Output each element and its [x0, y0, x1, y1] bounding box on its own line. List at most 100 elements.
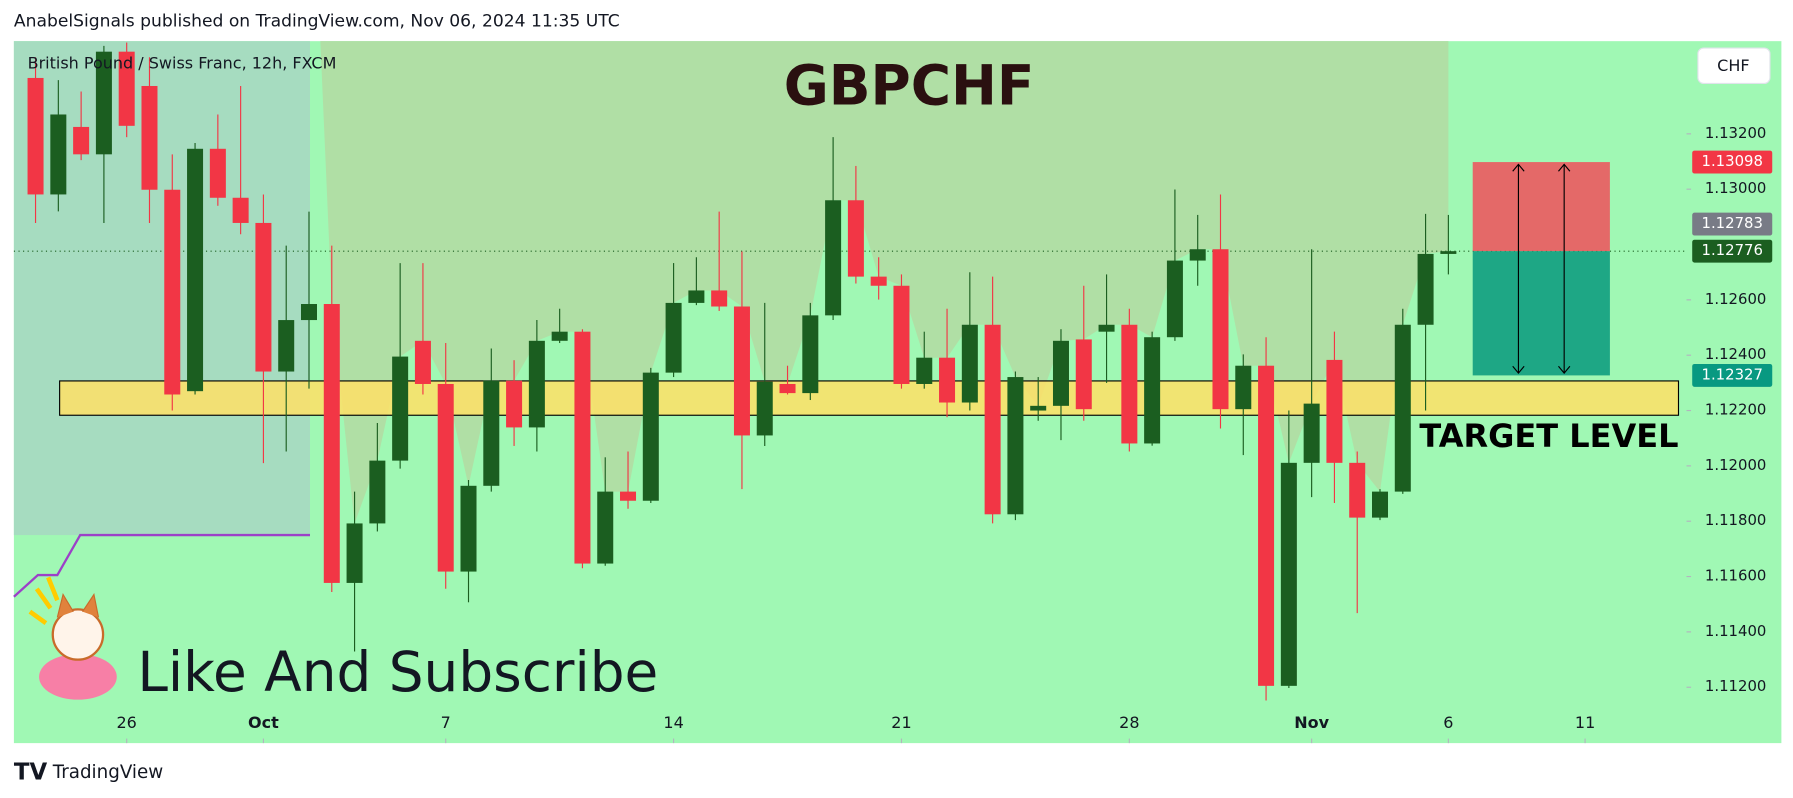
candle-body: [597, 491, 614, 564]
chart-title: GBPCHF: [784, 53, 1035, 117]
candle-body: [1189, 249, 1206, 261]
brand-logo: TV: [14, 759, 48, 785]
y-tick-label: 1.12200: [1705, 401, 1766, 419]
price-label-box: [1692, 239, 1773, 263]
mascot-sparks: [28, 576, 60, 625]
candle-body: [1417, 253, 1434, 325]
x-tick-label: 11: [1575, 713, 1595, 732]
candle-body: [232, 197, 249, 223]
candle-body: [779, 383, 796, 394]
x-tick-label: Oct: [248, 713, 279, 732]
candle-body: [73, 126, 90, 155]
x-tick-label: 6: [1443, 713, 1453, 732]
candle-body: [1052, 340, 1069, 406]
candle-body: [164, 189, 181, 395]
indicator-line: [13, 533, 311, 598]
candle-body: [1258, 365, 1275, 686]
candle-body: [300, 304, 317, 321]
candle-body: [460, 485, 477, 572]
brand: TradingView: [52, 762, 164, 783]
candle-body: [961, 324, 978, 403]
x-tick-label: 26: [117, 713, 137, 732]
zone-label: TARGET LEVEL: [1419, 417, 1678, 455]
y-tick-label: 1.13200: [1705, 124, 1766, 142]
candle-body: [893, 285, 910, 384]
candle-body: [1235, 365, 1252, 410]
candle-body: [1303, 403, 1320, 463]
candle-body: [483, 380, 500, 486]
y-tick-label: 1.11200: [1705, 677, 1766, 695]
candle-body: [323, 304, 340, 583]
candle-body: [551, 331, 568, 341]
price-label-box: [1692, 212, 1773, 236]
candle-body: [1144, 337, 1161, 444]
candle-body: [506, 380, 523, 428]
candle-body: [209, 148, 226, 198]
target-box: [1472, 251, 1610, 376]
candle-body: [118, 51, 135, 126]
mascot: [28, 576, 117, 700]
mascot-head: [51, 608, 105, 661]
candle-body: [939, 357, 956, 403]
candle-body: [756, 381, 773, 436]
y-tick-label: 1.13000: [1705, 179, 1766, 197]
y-tick-label: 1.11600: [1705, 567, 1766, 585]
candle-body: [1007, 377, 1024, 515]
candle-body: [825, 200, 842, 316]
arrow-head: [1558, 163, 1571, 375]
x-tick-label: 21: [891, 713, 911, 732]
price-label-box: [1692, 363, 1773, 387]
candle-body: [1280, 462, 1297, 686]
candle-body: [414, 340, 431, 384]
x-tick-label: 14: [663, 713, 683, 732]
price-label: 1.12783: [1702, 214, 1763, 232]
candle-body: [1212, 249, 1229, 410]
candle-body: [1030, 405, 1047, 411]
candle-body: [141, 85, 158, 190]
candle-body: [984, 324, 1001, 515]
candle-body: [1349, 462, 1366, 518]
candle-body: [1372, 491, 1389, 518]
candle-body: [733, 306, 750, 436]
candle-body: [1075, 339, 1092, 410]
candle-body: [916, 357, 933, 384]
support-zone: [59, 380, 1680, 416]
y-tick-label: 1.12600: [1705, 290, 1766, 308]
candle-body: [50, 114, 67, 195]
stop-box: [1472, 162, 1610, 252]
candle-body: [392, 356, 409, 461]
x-tick-label: Nov: [1294, 713, 1329, 732]
candle-body: [369, 460, 386, 524]
candle-body: [870, 276, 887, 286]
marks-layer: TARGET LEVEL: [13, 42, 1687, 701]
grid-layer: [126, 133, 1692, 744]
candle-body: [27, 77, 44, 195]
price-label: 1.13098: [1702, 152, 1763, 170]
candle-body: [255, 222, 272, 372]
candle-body: [1326, 359, 1343, 463]
candle-body: [1394, 324, 1411, 492]
candle-body: [278, 320, 295, 372]
y-tick-label: 1.12400: [1705, 345, 1766, 363]
candle-body: [437, 383, 454, 572]
x-tick-label: 7: [441, 713, 451, 732]
currency-label: CHF: [1717, 56, 1749, 75]
mascot-ears: [56, 593, 100, 618]
candle-body: [847, 200, 864, 277]
symbol-label: British Pound / Swiss Franc, 12h, FXCM: [28, 54, 337, 73]
candle-body: [95, 51, 112, 155]
candle-body: [1121, 324, 1138, 444]
currency-button[interactable]: [1697, 47, 1771, 85]
price-label: 1.12776: [1702, 241, 1763, 259]
candle-body: [346, 523, 363, 583]
arrow-head: [1512, 163, 1525, 375]
candle-body: [574, 331, 591, 564]
candle-body: [665, 302, 682, 373]
candle-body: [1440, 251, 1457, 254]
price-label: 1.12327: [1702, 365, 1763, 383]
x-tick-label: 28: [1119, 713, 1139, 732]
candle-body: [187, 148, 204, 392]
candle-body: [620, 491, 637, 501]
candle-body: [528, 340, 545, 428]
